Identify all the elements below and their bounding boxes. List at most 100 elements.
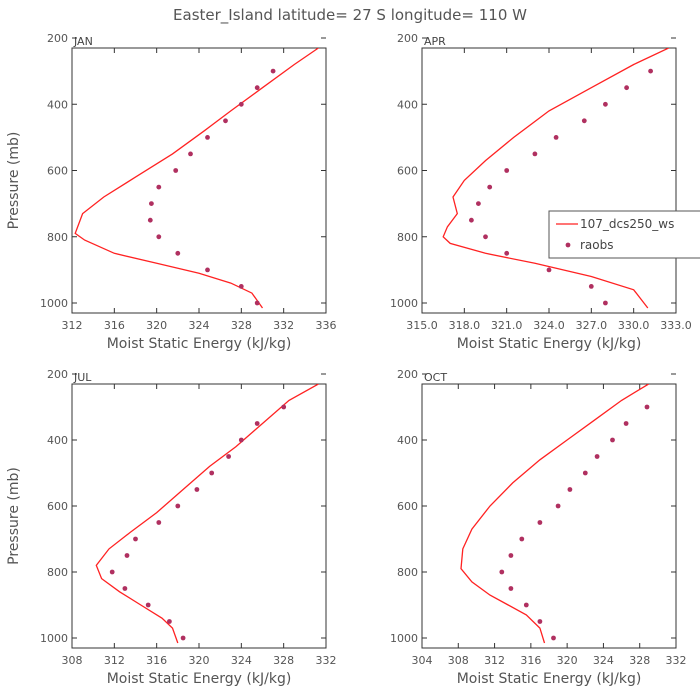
- series-line-jan: [74, 48, 319, 309]
- raobs-point-apr: [504, 168, 510, 173]
- legend-dot-swatch: [565, 242, 571, 248]
- raobs-point-oct: [582, 470, 588, 476]
- x-tick-label-apr: 330.0: [618, 319, 650, 332]
- x-tick-label-jan: 328: [231, 319, 252, 332]
- raobs-point-apr: [504, 250, 510, 256]
- raobs-point-apr: [624, 85, 629, 91]
- raobs-point-jul: [175, 503, 181, 509]
- y-tick-label-oct: 800: [397, 566, 418, 579]
- x-tick-label-oct: 308: [448, 654, 469, 667]
- legend-model-label: 107_dcs250_ws: [580, 217, 674, 231]
- y-tick-label-oct: 200: [397, 368, 418, 381]
- x-tick-label-jul: 316: [146, 654, 167, 667]
- raobs-point-jul: [281, 404, 287, 410]
- legend-box: [548, 210, 700, 259]
- plot-area-oct: [460, 384, 650, 644]
- chart-title: Easter_Island latitude= 27 S longitude= …: [173, 6, 527, 25]
- x-tick-label-jul: 308: [62, 654, 83, 667]
- y-tick-label-jul: 800: [47, 566, 68, 579]
- raobs-point-jul: [122, 586, 128, 591]
- x-tick-label-oct: 316: [520, 654, 541, 667]
- panel-label-apr: APR: [424, 35, 446, 48]
- plot-area-jan: [74, 48, 319, 309]
- x-tick-label-oct: 332: [666, 654, 687, 667]
- raobs-point-jul: [156, 520, 162, 525]
- x-tick-label-oct: 328: [629, 654, 650, 667]
- raobs-point-oct: [499, 569, 505, 575]
- x-tick-label-apr: 315.0: [406, 319, 438, 332]
- series-line-apr: [442, 48, 670, 309]
- x-tick-label-apr: 318.0: [449, 319, 481, 332]
- panel-jul: JUL 308 312 316 320 324 328 332 200 400 600 800 1000…: [6, 368, 337, 687]
- raobs-point-oct: [508, 553, 514, 558]
- raobs-point-jan: [156, 234, 162, 240]
- raobs-point-jul: [124, 553, 130, 558]
- raobs-point-jul: [238, 437, 244, 443]
- raobs-point-jul: [133, 536, 138, 542]
- y-axis-label-jan: Pressure (mb): [6, 132, 22, 230]
- x-tick-label-jul: 332: [316, 654, 337, 667]
- y-tick-label-jan: 200: [47, 32, 68, 45]
- plot-area-jul: [95, 384, 319, 644]
- x-tick-label-jul: 312: [104, 654, 125, 667]
- raobs-point-oct: [594, 454, 600, 459]
- y-tick-label-jul: 1000: [40, 632, 68, 645]
- x-tick-label-jan: 336: [316, 319, 337, 332]
- raobs-point-apr: [603, 300, 608, 306]
- raobs-point-apr: [476, 201, 481, 207]
- x-tick-label-apr: 321.0: [491, 319, 523, 332]
- raobs-point-jul: [180, 635, 186, 641]
- x-tick-label-jul: 328: [273, 654, 294, 667]
- raobs-point-oct: [523, 602, 529, 608]
- x-axis-label-jul: Moist Static Energy (kJ/kg): [107, 671, 292, 687]
- raobs-point-apr: [483, 234, 488, 240]
- raobs-point-jan: [205, 135, 210, 140]
- y-tick-label-jan: 400: [47, 98, 68, 111]
- y-tick-label-jul: 200: [47, 368, 68, 381]
- raobs-point-apr: [487, 184, 493, 190]
- raobs-point-apr: [553, 135, 559, 140]
- raobs-point-jul: [167, 619, 172, 624]
- plot-frame-jul: [71, 383, 327, 649]
- legend: 107_dcs250_ws raobs: [548, 210, 700, 259]
- y-tick-label-apr: 400: [397, 98, 418, 111]
- y-tick-label-jul: 400: [47, 434, 68, 447]
- plot-frame-oct: [421, 383, 677, 649]
- y-axis-label-jul: Pressure (mb): [6, 467, 22, 565]
- raobs-point-oct: [537, 619, 543, 624]
- raobs-point-jan: [254, 300, 260, 306]
- y-tick-label-apr: 800: [397, 231, 418, 244]
- raobs-point-jul: [226, 454, 232, 459]
- raobs-point-jan: [254, 85, 260, 91]
- raobs-point-jan: [188, 151, 193, 157]
- raobs-point-apr: [469, 217, 474, 223]
- raobs-point-jan: [238, 284, 244, 289]
- raobs-point-jul: [194, 487, 200, 492]
- raobs-point-oct: [519, 536, 525, 542]
- raobs-point-apr: [581, 118, 587, 124]
- raobs-point-jan: [156, 184, 162, 190]
- y-tick-label-oct: 600: [397, 500, 418, 513]
- plot-area-apr: [442, 48, 670, 309]
- y-tick-label-jul: 600: [47, 500, 68, 513]
- raobs-point-jan: [238, 101, 244, 107]
- x-tick-label-jan: 316: [104, 319, 125, 332]
- legend-raobs-label: raobs: [580, 238, 614, 252]
- raobs-point-jul: [145, 602, 151, 608]
- raobs-point-jan: [205, 267, 210, 273]
- y-tick-label-jan: 1000: [40, 297, 68, 310]
- raobs-point-apr: [546, 267, 552, 273]
- raobs-point-jan: [223, 118, 228, 124]
- panel-oct: OCT 304 308 312 316 320 324 328 332 200 400 600 800 1…: [390, 368, 687, 687]
- panel-label-oct: OCT: [424, 371, 447, 384]
- raobs-point-jul: [254, 421, 260, 426]
- raobs-point-jan: [147, 217, 153, 223]
- x-tick-label-jan: 332: [273, 319, 294, 332]
- raobs-point-jul: [109, 569, 115, 575]
- raobs-point-apr: [648, 68, 653, 74]
- x-tick-label-jul: 320: [189, 654, 210, 667]
- x-tick-label-apr: 333.0: [660, 319, 692, 332]
- x-tick-label-oct: 304: [412, 654, 433, 667]
- raobs-point-jul: [209, 470, 215, 476]
